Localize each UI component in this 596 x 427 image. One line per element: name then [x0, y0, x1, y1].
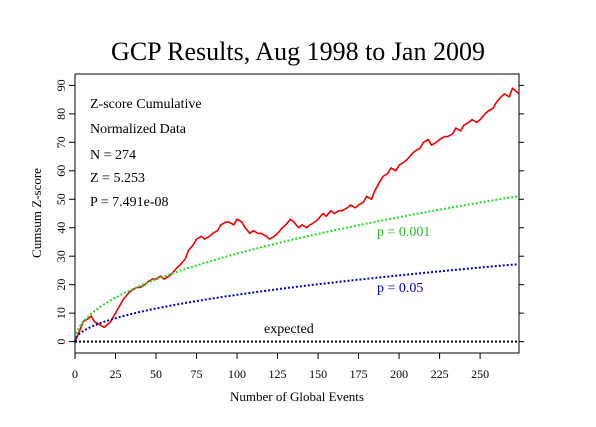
x-tick-label: 150 — [309, 367, 327, 381]
chart-title: GCP Results, Aug 1998 to Jan 2009 — [111, 37, 485, 66]
y-tick-label: 90 — [54, 79, 68, 91]
cumulative-zscore-line — [74, 87, 520, 342]
stat-line-2: Normalized Data — [90, 122, 187, 137]
y-tick-label: 50 — [54, 193, 68, 205]
x-tick-label: 0 — [72, 367, 78, 381]
series-label-p005: p = 0.05 — [377, 281, 423, 296]
y-axis-label: Cumsum Z-score — [29, 168, 44, 258]
series-lines — [74, 87, 520, 343]
y-tick-label: 40 — [54, 222, 68, 234]
p005-envelope-line — [74, 263, 520, 342]
series-label-expected: expected — [264, 322, 314, 337]
y-axis: 0 10 20 30 40 50 60 70 80 90 — [54, 79, 524, 345]
stat-line-4: Z = 5.253 — [90, 171, 145, 186]
x-tick-label: 200 — [390, 367, 408, 381]
x-tick-label: 75 — [191, 367, 203, 381]
stat-line-3: N = 274 — [90, 148, 136, 163]
x-tick-label: 175 — [350, 367, 368, 381]
series-label-p001: p = 0.001 — [377, 225, 430, 240]
x-tick-label: 50 — [150, 367, 162, 381]
x-tick-label: 100 — [228, 367, 246, 381]
p001-envelope-line — [74, 195, 520, 342]
x-tick-label: 250 — [471, 367, 489, 381]
y-tick-label: 30 — [54, 250, 68, 262]
x-axis-label: Number of Global Events — [230, 389, 364, 404]
x-axis: 0 25 50 75 100 125 150 175 200 225 250 — [72, 353, 489, 381]
stat-line-1: Z-score Cumulative — [90, 97, 202, 112]
stats-box: Z-score Cumulative Normalized Data N = 2… — [90, 97, 202, 210]
x-tick-label: 25 — [110, 367, 122, 381]
y-tick-label: 0 — [54, 339, 68, 345]
y-tick-label: 10 — [54, 307, 68, 319]
y-tick-label: 20 — [54, 279, 68, 291]
y-tick-label: 70 — [54, 136, 68, 148]
plot-frame — [74, 73, 520, 354]
y-tick-label: 80 — [54, 108, 68, 120]
x-tick-label: 225 — [431, 367, 449, 381]
x-tick-label: 125 — [269, 367, 287, 381]
y-tick-label: 60 — [54, 165, 68, 177]
stat-line-5: P = 7.491e-08 — [90, 195, 169, 210]
